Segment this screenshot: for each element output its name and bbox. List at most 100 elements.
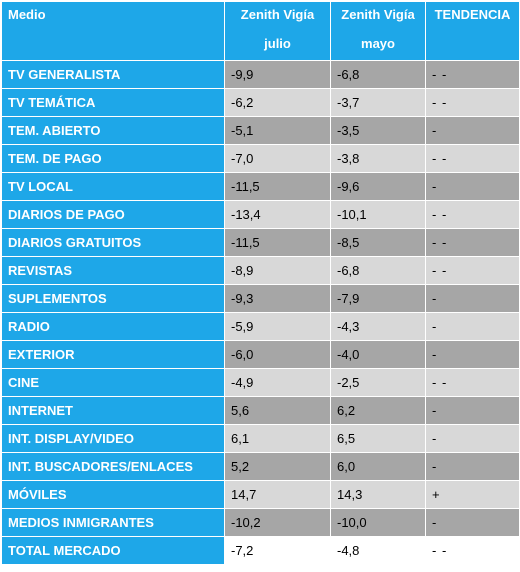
table-row: TV LOCAL -11,5 -9,6-: [1, 172, 520, 201]
julio-value-cell: -5,1: [224, 116, 331, 145]
table-row: DIARIOS GRATUITOS -11,5 -8,5 - -: [1, 228, 520, 257]
tendencia-cell: - -: [425, 228, 520, 257]
medio-cell: TV GENERALISTA: [1, 60, 225, 89]
table-row: TEM. ABIERTO -5,1 -3,5-: [1, 116, 520, 145]
tendencia-cell: -: [425, 452, 520, 481]
mayo-value-cell: -2,5: [330, 368, 426, 397]
julio-value-cell: -6,2: [224, 88, 331, 117]
julio-value-cell: -7,2: [224, 536, 331, 565]
julio-value-cell: 5,2: [224, 452, 331, 481]
julio-value-cell: 14,7: [224, 480, 331, 509]
table-row: TEM. DE PAGO -7,0 -3,8- -: [1, 144, 520, 173]
julio-value-cell: -7,0: [224, 144, 331, 173]
tendencia-cell: -: [425, 424, 520, 453]
medio-cell: TOTAL MERCADO: [1, 536, 225, 565]
medio-cell: INT. DISPLAY/VIDEO: [1, 424, 225, 453]
julio-value-cell: -8,9: [224, 256, 331, 285]
tendencia-cell: -: [425, 116, 520, 145]
header-medio: Medio: [1, 1, 225, 61]
julio-value-cell: -4,9: [224, 368, 331, 397]
julio-value-cell: 6,1: [224, 424, 331, 453]
medio-cell: TEM. DE PAGO: [1, 144, 225, 173]
medio-cell: TV TEMÁTICA: [1, 88, 225, 117]
tendencia-cell: - -: [425, 88, 520, 117]
medio-cell: DIARIOS GRATUITOS: [1, 228, 225, 257]
table-row: SUPLEMENTOS -9,3 -7,9-: [1, 284, 520, 313]
medio-cell: DIARIOS DE PAGO: [1, 200, 225, 229]
mayo-value-cell: -3,5: [330, 116, 426, 145]
mayo-value-cell: -8,5: [330, 228, 426, 257]
tendencia-cell: -: [425, 284, 520, 313]
mayo-value-cell: -9,6: [330, 172, 426, 201]
julio-value-cell: -5,9: [224, 312, 331, 341]
medio-cell: INTERNET: [1, 396, 225, 425]
header-tendencia-label: TENDENCIA: [434, 7, 511, 22]
mayo-value-cell: -10,1: [330, 200, 426, 229]
tendencia-cell: - -: [425, 368, 520, 397]
table-row: MÓVILES 14,7 14,3 +: [1, 480, 520, 509]
medio-cell: TEM. ABIERTO: [1, 116, 225, 145]
header-mayo-source: Zenith Vigía: [341, 7, 415, 22]
mayo-value-cell: -3,8: [330, 144, 426, 173]
header-medio-label: Medio: [8, 7, 46, 22]
table-row: RADIO -5,9 -4,3 -: [1, 312, 520, 341]
medio-cell: TV LOCAL: [1, 172, 225, 201]
mayo-value-cell: -6,8: [330, 256, 426, 285]
table-row: TOTAL MERCADO -7,2 -4,8 - -: [1, 536, 520, 565]
table-row: INTERNET 5,6 6,2 -: [1, 396, 520, 425]
header-julio: Zenith Vigía julio: [224, 1, 331, 61]
header-mayo: Zenith Vigía mayo: [330, 1, 426, 61]
mayo-value-cell: -4,3: [330, 312, 426, 341]
medio-cell: INT. BUSCADORES/ENLACES: [1, 452, 225, 481]
tendencia-cell: -: [425, 508, 520, 537]
medio-cell: REVISTAS: [1, 256, 225, 285]
medio-cell: CINE: [1, 368, 225, 397]
tendencia-cell: - -: [425, 536, 520, 565]
header-julio-source: Zenith Vigía: [240, 7, 315, 22]
mayo-value-cell: -6,8: [330, 60, 426, 89]
mayo-value-cell: -4,8: [330, 536, 426, 565]
header-tendencia: TENDENCIA: [425, 1, 520, 61]
table-row: INT. BUSCADORES/ENLACES 5,2 6,0-: [1, 452, 520, 481]
julio-value-cell: -6,0: [224, 340, 331, 369]
julio-value-cell: -9,9: [224, 60, 331, 89]
tendencia-cell: - -: [425, 60, 520, 89]
tendencia-cell: +: [425, 480, 520, 509]
medio-cell: EXTERIOR: [1, 340, 225, 369]
table-row: INT. DISPLAY/VIDEO 6,1 6,5 -: [1, 424, 520, 453]
mayo-value-cell: 14,3: [330, 480, 426, 509]
mayo-value-cell: -10,0: [330, 508, 426, 537]
julio-value-cell: 5,6: [224, 396, 331, 425]
header-julio-month: julio: [264, 36, 291, 51]
tendencia-cell: -: [425, 172, 520, 201]
table-row: DIARIOS DE PAGO -13,4 -10,1- -: [1, 200, 520, 229]
medio-cell: SUPLEMENTOS: [1, 284, 225, 313]
table-row: REVISTAS -8,9 -6,8 - -: [1, 256, 520, 285]
mayo-value-cell: -4,0: [330, 340, 426, 369]
mayo-value-cell: -3,7: [330, 88, 426, 117]
header-mayo-month: mayo: [361, 36, 395, 51]
julio-value-cell: -11,5: [224, 172, 331, 201]
table-row: CINE -4,9 -2,5- -: [1, 368, 520, 397]
medio-cell: MEDIOS INMIGRANTES: [1, 508, 225, 537]
table-row: MEDIOS INMIGRANTES -10,2 -10,0-: [1, 508, 520, 537]
table-row: TV TEMÁTICA -6,2 -3,7- -: [1, 88, 520, 117]
table-body: TV GENERALISTA -9,9 -6,8- - TV TEMÁTICA -6,2…: [1, 60, 520, 565]
julio-value-cell: -11,5: [224, 228, 331, 257]
mayo-value-cell: -7,9: [330, 284, 426, 313]
mayo-value-cell: 6,5: [330, 424, 426, 453]
mayo-value-cell: 6,2: [330, 396, 426, 425]
medio-cell: RADIO: [1, 312, 225, 341]
table-row: EXTERIOR -6,0 -4,0-: [1, 340, 520, 369]
tendencia-cell: -: [425, 340, 520, 369]
tendencia-cell: -: [425, 312, 520, 341]
table-header-row: Medio Zenith Vigía julio Zenith Vigía ma…: [1, 1, 520, 61]
tendencia-cell: - -: [425, 144, 520, 173]
medio-cell: MÓVILES: [1, 480, 225, 509]
julio-value-cell: -10,2: [224, 508, 331, 537]
table-row: TV GENERALISTA -9,9 -6,8- -: [1, 60, 520, 89]
julio-value-cell: -9,3: [224, 284, 331, 313]
tendencia-cell: -: [425, 396, 520, 425]
